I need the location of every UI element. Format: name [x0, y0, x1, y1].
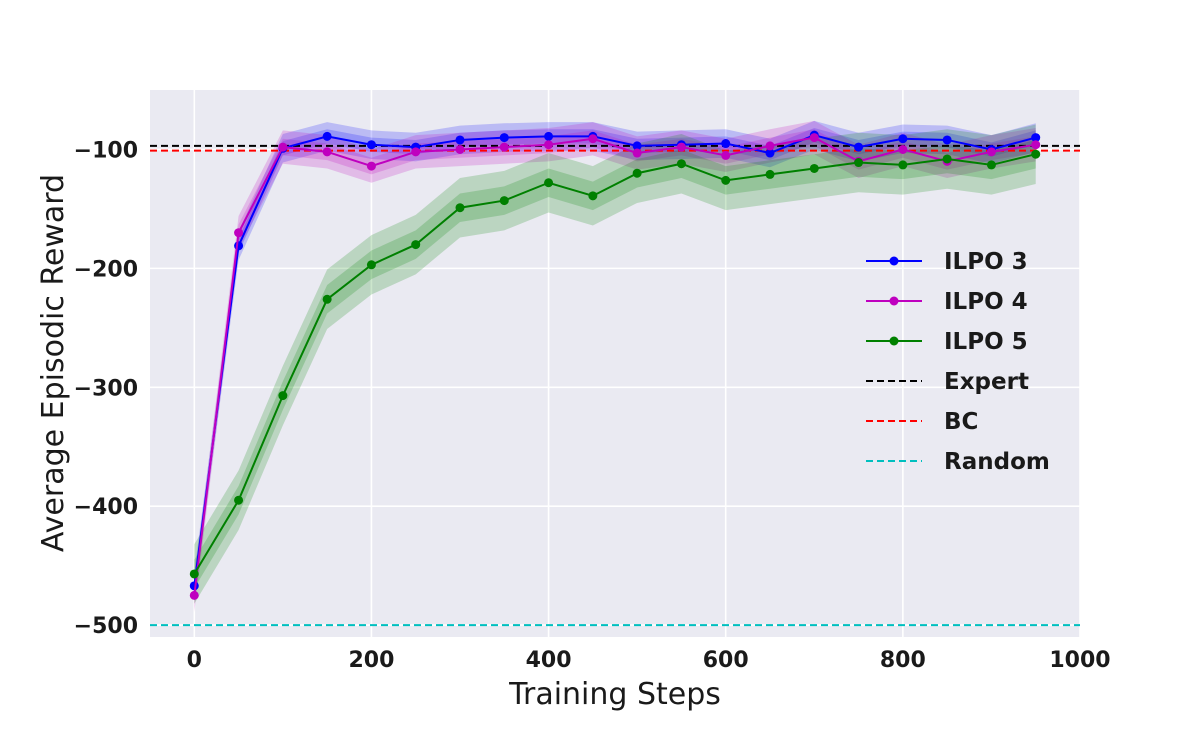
data-point [499, 196, 509, 206]
data-point [632, 148, 642, 158]
data-point [411, 240, 421, 250]
data-point [278, 142, 288, 152]
legend-marker [889, 296, 899, 306]
data-point [676, 142, 686, 152]
legend-marker [889, 336, 899, 346]
data-point [366, 140, 376, 150]
y-tick-label: −400 [74, 495, 138, 520]
legend-label: BC [944, 409, 978, 435]
data-point [278, 391, 288, 401]
data-point [366, 161, 376, 171]
data-point [632, 141, 642, 151]
data-point [234, 241, 244, 251]
x-tick-labels: 0 200 400 600 800 1000 [187, 648, 1111, 673]
data-point [455, 203, 465, 213]
confidence-band [194, 120, 1036, 601]
data-point [588, 134, 598, 144]
data-point [1031, 149, 1041, 159]
data-point [986, 147, 996, 157]
data-point [234, 495, 244, 505]
data-point [809, 133, 819, 143]
legend-label: ILPO 5 [944, 329, 1028, 355]
data-point [721, 150, 731, 160]
data-point [544, 178, 554, 188]
series-line [193, 153, 1036, 575]
data-point [455, 144, 465, 154]
data-point [721, 175, 731, 185]
data-point [544, 140, 554, 150]
x-tick-label: 600 [703, 648, 749, 673]
data-point [765, 169, 775, 179]
series-line [193, 136, 1036, 596]
data-point [366, 260, 376, 270]
data-point [411, 147, 421, 157]
legend: ILPO 3 ILPO 4 ILPO 5 Expert BC Random [866, 249, 1050, 475]
y-tick-label: −100 [74, 138, 138, 163]
series-lines [189, 130, 1041, 600]
data-point [544, 131, 554, 141]
legend-label: Expert [944, 369, 1029, 395]
data-point [234, 228, 244, 238]
legend-label: Random [944, 449, 1050, 475]
y-tick-label: −500 [74, 614, 138, 639]
x-axis-label: Training Steps [508, 677, 721, 712]
data-point [765, 141, 775, 151]
data-point [986, 160, 996, 170]
y-tick-label: −300 [74, 376, 138, 401]
confidence-band [194, 139, 1036, 589]
legend-label: ILPO 3 [944, 249, 1028, 275]
data-point [942, 154, 952, 164]
data-point [898, 160, 908, 170]
data-point [322, 294, 332, 304]
series-line [193, 134, 1036, 586]
data-point [809, 163, 819, 173]
data-point [189, 569, 199, 579]
x-tick-label: 400 [526, 648, 572, 673]
x-tick-label: 200 [348, 648, 394, 673]
plot-background [150, 90, 1080, 637]
data-point [898, 134, 908, 144]
legend-marker [889, 256, 899, 266]
y-tick-labels: −100 −200 −300 −400 −500 [74, 138, 138, 639]
x-tick-label: 1000 [1049, 648, 1110, 673]
confidence-band [194, 124, 1036, 604]
data-point [1031, 140, 1041, 150]
data-point [588, 191, 598, 201]
data-point [322, 131, 332, 141]
data-point [765, 148, 775, 158]
data-point [499, 133, 509, 143]
data-point [499, 142, 509, 152]
data-point [189, 590, 199, 600]
data-point [898, 144, 908, 154]
confidence-band [194, 120, 1036, 613]
data-point [721, 139, 731, 149]
data-point [854, 142, 864, 152]
y-tick-label: −200 [74, 257, 138, 282]
x-tick-label: 0 [187, 648, 202, 673]
data-point [1031, 133, 1041, 143]
data-point [322, 147, 332, 157]
x-tick-label: 800 [880, 648, 926, 673]
data-point [676, 159, 686, 169]
legend-label: ILPO 4 [944, 289, 1028, 315]
data-point [632, 168, 642, 178]
y-axis-label: Average Episodic Reward [36, 174, 71, 552]
data-point [854, 158, 864, 168]
data-point [942, 135, 952, 145]
confidence-bands [194, 120, 1036, 613]
data-point [455, 135, 465, 145]
